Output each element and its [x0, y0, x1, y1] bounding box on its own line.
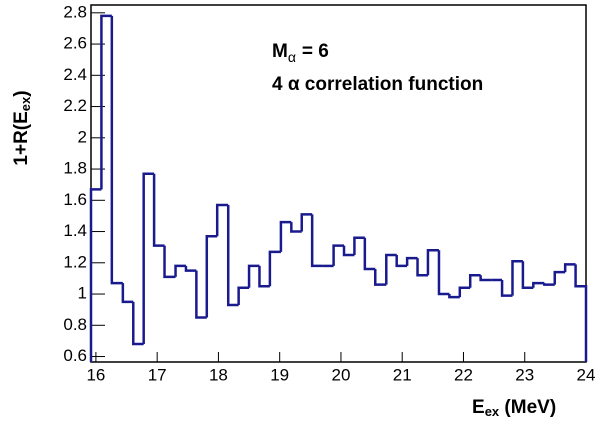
y-title-text: ) — [11, 90, 32, 96]
y-tick-label: 2.8 — [63, 2, 87, 21]
histogram-bin — [521, 261, 534, 290]
histogram-bin — [300, 213, 313, 232]
histogram-bin — [110, 15, 123, 285]
histogram-bin — [416, 258, 428, 277]
histogram-bin — [437, 250, 450, 296]
x-axis-title: Eex (MeV) — [472, 397, 556, 419]
histogram-bin — [258, 265, 270, 288]
histogram-bin — [290, 222, 302, 233]
plot-frame — [90, 4, 587, 363]
y-tick-label: 0.8 — [63, 315, 87, 334]
histogram-bin — [279, 220, 292, 252]
histogram-bin — [310, 214, 323, 268]
x-tick-label: 24 — [577, 365, 596, 384]
y-tick-label: 2.6 — [63, 34, 87, 53]
annotation-text: = 6 — [302, 41, 329, 62]
annotation: Mα = 6 — [272, 41, 329, 65]
histogram-bin — [247, 264, 260, 288]
histogram-bin — [448, 294, 460, 299]
y-title-sub: ex — [18, 96, 33, 111]
histogram-bin — [500, 279, 513, 297]
histogram-bin — [174, 264, 186, 277]
y-title-text: 1+R(E — [11, 111, 32, 165]
annotation-text: M — [272, 41, 288, 62]
x-tick-label: 23 — [515, 365, 534, 384]
y-tick-label: 1 — [78, 284, 87, 303]
y-tick-label: 2.2 — [63, 96, 87, 115]
histogram-bin — [237, 286, 250, 305]
histogram-bin — [184, 265, 197, 272]
histogram-bin — [205, 234, 218, 318]
histogram-bin — [563, 263, 576, 273]
histogram-bin — [142, 172, 155, 345]
histogram-bin — [385, 253, 397, 285]
x-tick-label: 18 — [209, 365, 228, 384]
histogram-bin — [332, 244, 345, 266]
histogram-bin — [532, 281, 545, 288]
y-axis-title: 1+R(Eex) — [11, 90, 33, 165]
annotation: 4 α correlation function — [272, 74, 483, 95]
x-tick-label: 16 — [86, 365, 105, 384]
histogram-bin — [195, 270, 207, 319]
histogram-bin — [479, 275, 492, 282]
histogram-bin — [268, 250, 281, 287]
y-tick-label: 0.6 — [63, 346, 87, 365]
y-tick-label: 1.4 — [63, 221, 87, 240]
histogram-bin — [543, 283, 555, 286]
x-title-text: (MeV) — [499, 397, 556, 418]
x-tick-label: 21 — [393, 365, 412, 384]
histogram-bin — [458, 286, 471, 298]
histogram-bin — [132, 301, 144, 346]
x-tick-label: 20 — [331, 365, 350, 384]
histogram-bin — [121, 283, 134, 304]
y-tick-label: 1.2 — [63, 252, 87, 271]
histogram-bin — [163, 245, 176, 279]
histogram-bin — [374, 269, 387, 286]
y-tick-label: 2 — [78, 127, 87, 146]
histogram-bin — [395, 254, 408, 268]
histogram-bin — [353, 236, 365, 255]
y-tick-label: 1.6 — [63, 190, 87, 209]
x-tick-label: 22 — [454, 365, 473, 384]
histogram-bin — [100, 14, 112, 190]
annotation-sub: α — [288, 49, 296, 65]
histogram-bin — [468, 274, 481, 288]
histogram-bin — [426, 249, 439, 276]
y-tick-label: 2.4 — [63, 65, 87, 84]
x-tick-label: 17 — [148, 365, 167, 384]
histogram-bin — [215, 203, 229, 237]
x-title-sub: ex — [485, 404, 500, 419]
histogram-bin — [574, 264, 588, 362]
histogram-bin — [405, 256, 418, 266]
histogram-bin — [511, 259, 523, 296]
x-title-text: E — [472, 397, 485, 418]
histogram-bin — [342, 245, 355, 257]
histogram-bin — [89, 188, 102, 362]
histogram-bin — [226, 204, 239, 307]
histogram-bin — [152, 173, 165, 247]
histogram-bin — [553, 270, 566, 285]
x-tick-label: 19 — [270, 365, 289, 384]
y-tick-label: 1.8 — [63, 159, 87, 178]
histogram-bin — [363, 237, 376, 271]
